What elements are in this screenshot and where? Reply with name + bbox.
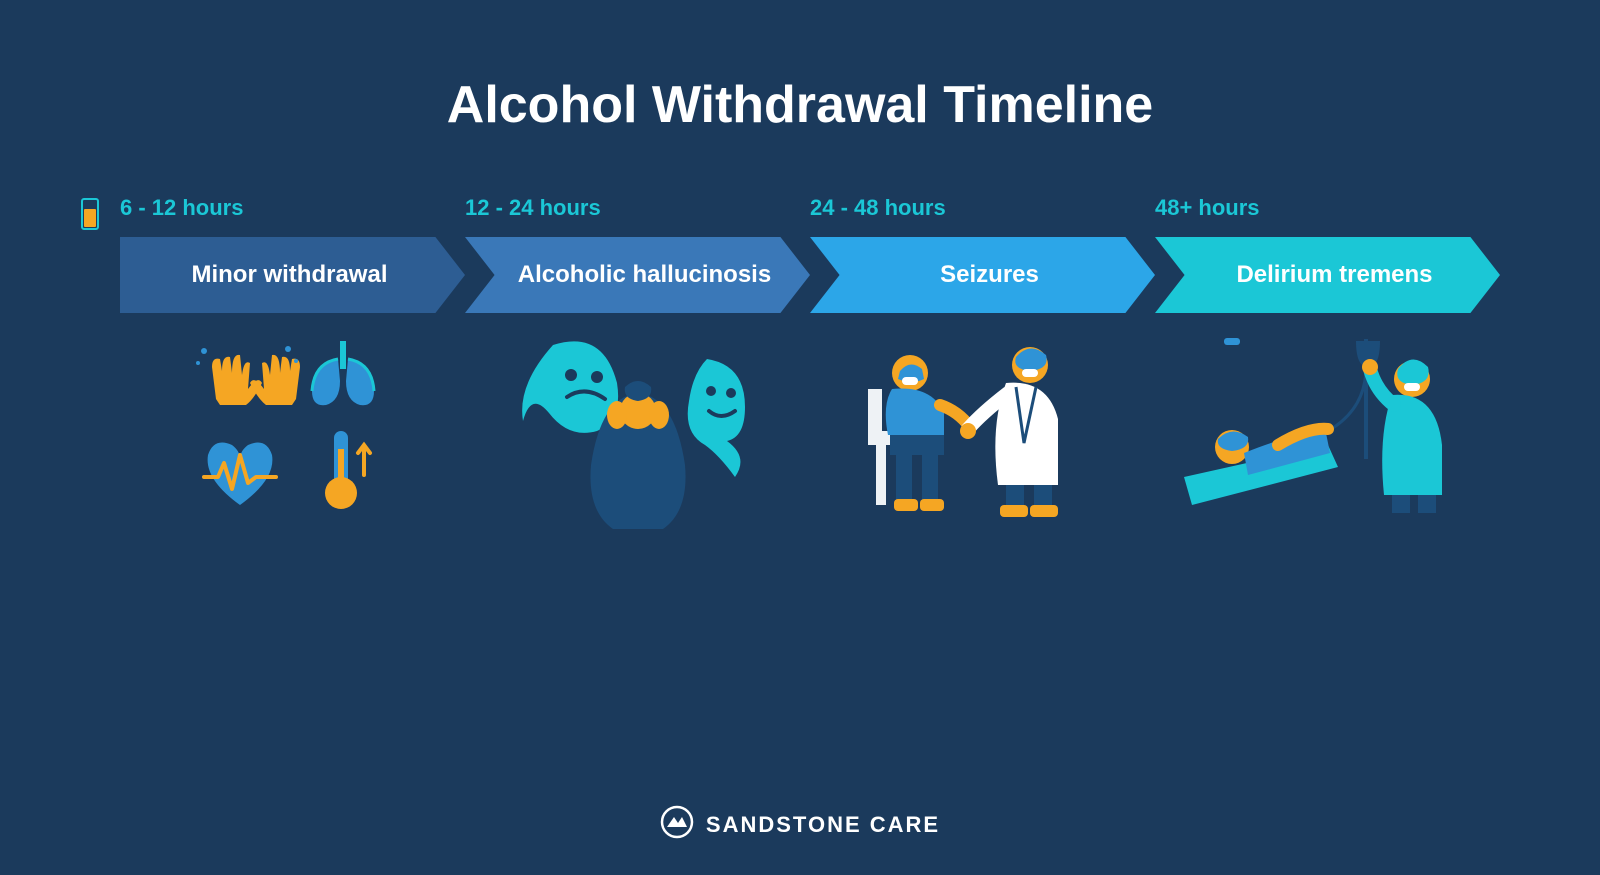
mountain-circle-icon (660, 805, 694, 845)
page-title: Alcohol Withdrawal Timeline (0, 75, 1600, 135)
illustrations-row (120, 335, 1500, 535)
brand-footer: SANDSTONE CARE (0, 805, 1600, 845)
stage-label: Alcoholic hallucinosis (465, 237, 810, 313)
time-labels-row: 6 - 12 hours 12 - 24 hours 24 - 48 hours… (120, 195, 1500, 233)
doctor-patient-icon (810, 335, 1155, 535)
stage-label: Seizures (810, 237, 1155, 313)
time-label: 12 - 24 hours (465, 195, 810, 221)
stage-arrow-4: Delirium tremens (1155, 237, 1500, 313)
timeline: 6 - 12 hours 12 - 24 hours 24 - 48 hours… (100, 195, 1500, 555)
stage-arrow-2: Alcoholic hallucinosis (465, 237, 810, 313)
time-label: 48+ hours (1155, 195, 1500, 221)
stage-label: Delirium tremens (1155, 237, 1500, 313)
symptoms-icons (120, 335, 465, 535)
stage-arrow-1: Minor withdrawal (120, 237, 465, 313)
time-label: 24 - 48 hours (810, 195, 1155, 221)
drink-glass-icon (78, 197, 102, 237)
stage-label: Minor withdrawal (120, 237, 465, 313)
stage-arrow-3: Seizures (810, 237, 1155, 313)
iv-bed-icon (1155, 335, 1500, 535)
brand-name: SANDSTONE CARE (706, 812, 940, 838)
time-label: 6 - 12 hours (120, 195, 465, 221)
hallucination-icon (465, 335, 810, 535)
arrow-row: Minor withdrawal Alcoholic hallucinosis … (120, 237, 1500, 313)
